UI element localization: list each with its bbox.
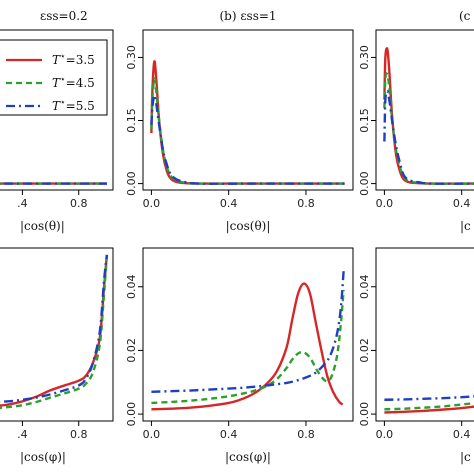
x-tick-label: 0.4 (220, 428, 238, 441)
panel-bottom-left: .4 0.8 |cos(φ)| (0, 247, 114, 464)
legend-label: T⋆=3.5 (52, 52, 95, 67)
x-axis-label: |cos(θ)| (226, 219, 271, 233)
panel-top-left: .4 0.8 εss=0.2 |cos(θ)| (0, 9, 114, 233)
panel-frame (375, 247, 474, 422)
x-tick-label: 0.0 (143, 197, 161, 210)
series-line (384, 395, 474, 401)
x-tick-label: 0.0 (143, 428, 161, 441)
x-axis-label: |c (460, 450, 471, 464)
x-tick-label: 0.4 (453, 428, 471, 441)
panel-frame (142, 247, 354, 422)
panel-top-middle: 0.0 0.4 0.8 0.00 0.15 0.30 (b) εss=1 |cos(θ)| (125, 9, 354, 233)
x-tick-label: 0.4 (453, 197, 471, 210)
y-tick-label: 0.04 (358, 275, 371, 300)
series-line (150, 77, 345, 185)
x-axis-label: |c (460, 219, 471, 233)
y-tick-label: 0.00 (125, 171, 138, 196)
series-line (150, 94, 345, 185)
legend-label: T⋆=4.5 (52, 75, 95, 90)
series-line (151, 282, 344, 411)
y-tick-label: 0.02 (125, 338, 138, 363)
y-tick-label: 0.00 (125, 402, 138, 427)
panel-title: (c (459, 9, 471, 23)
panel-title: (b) εss=1 (219, 9, 276, 23)
panel-frame (142, 29, 354, 191)
x-axis-label: |cos(φ)| (225, 450, 271, 464)
panel-bottom-middle: 0.0 0.4 0.8 0.00 0.02 0.04 |cos(φ)| (125, 247, 354, 464)
x-tick-label: 0.8 (297, 197, 315, 210)
series-line (0, 254, 109, 403)
x-tick-label: 0.0 (376, 428, 394, 441)
x-tick-label: 0.8 (297, 428, 315, 441)
legend: T⋆=3.5 T⋆=4.5 T⋆=5.5 (0, 39, 108, 116)
x-tick-label: .4 (17, 197, 28, 210)
y-tick-label: 0.30 (358, 45, 371, 70)
x-tick-label: 0.8 (70, 428, 88, 441)
y-tick-label: 0.15 (358, 108, 371, 133)
x-tick-label: 0.4 (220, 197, 238, 210)
panel-top-right: 0.0 0.4 0.00 0.15 0.30 (c |c (358, 9, 474, 233)
x-tick-label: 0.0 (376, 197, 394, 210)
series-line (384, 401, 474, 411)
y-tick-label: 0.00 (358, 171, 371, 196)
series-line (150, 60, 345, 185)
series-line (0, 254, 109, 410)
series-line (151, 289, 345, 405)
series-line (151, 270, 345, 393)
y-tick-label: 0.00 (358, 402, 371, 427)
panel-frame (0, 29, 114, 191)
legend-box (0, 39, 108, 116)
x-tick-label: 0.8 (70, 197, 88, 210)
x-axis-label: |cos(θ)| (20, 219, 65, 233)
x-tick-label: .4 (17, 428, 28, 441)
series-line (383, 89, 474, 185)
y-tick-label: 0.15 (125, 108, 138, 133)
panel-bottom-right: 0.0 0.4 0.00 0.02 0.04 |c (358, 247, 474, 464)
series-line (384, 405, 474, 414)
series-line (0, 254, 109, 407)
y-tick-label: 0.02 (358, 338, 371, 363)
x-axis-label: |cos(φ)| (20, 450, 66, 464)
panel-frame (375, 29, 474, 191)
panel-title: εss=0.2 (40, 9, 88, 23)
y-tick-label: 0.30 (125, 45, 138, 70)
panel-frame (0, 247, 114, 422)
y-tick-label: 0.04 (125, 275, 138, 300)
legend-label: T⋆=5.5 (52, 98, 95, 113)
